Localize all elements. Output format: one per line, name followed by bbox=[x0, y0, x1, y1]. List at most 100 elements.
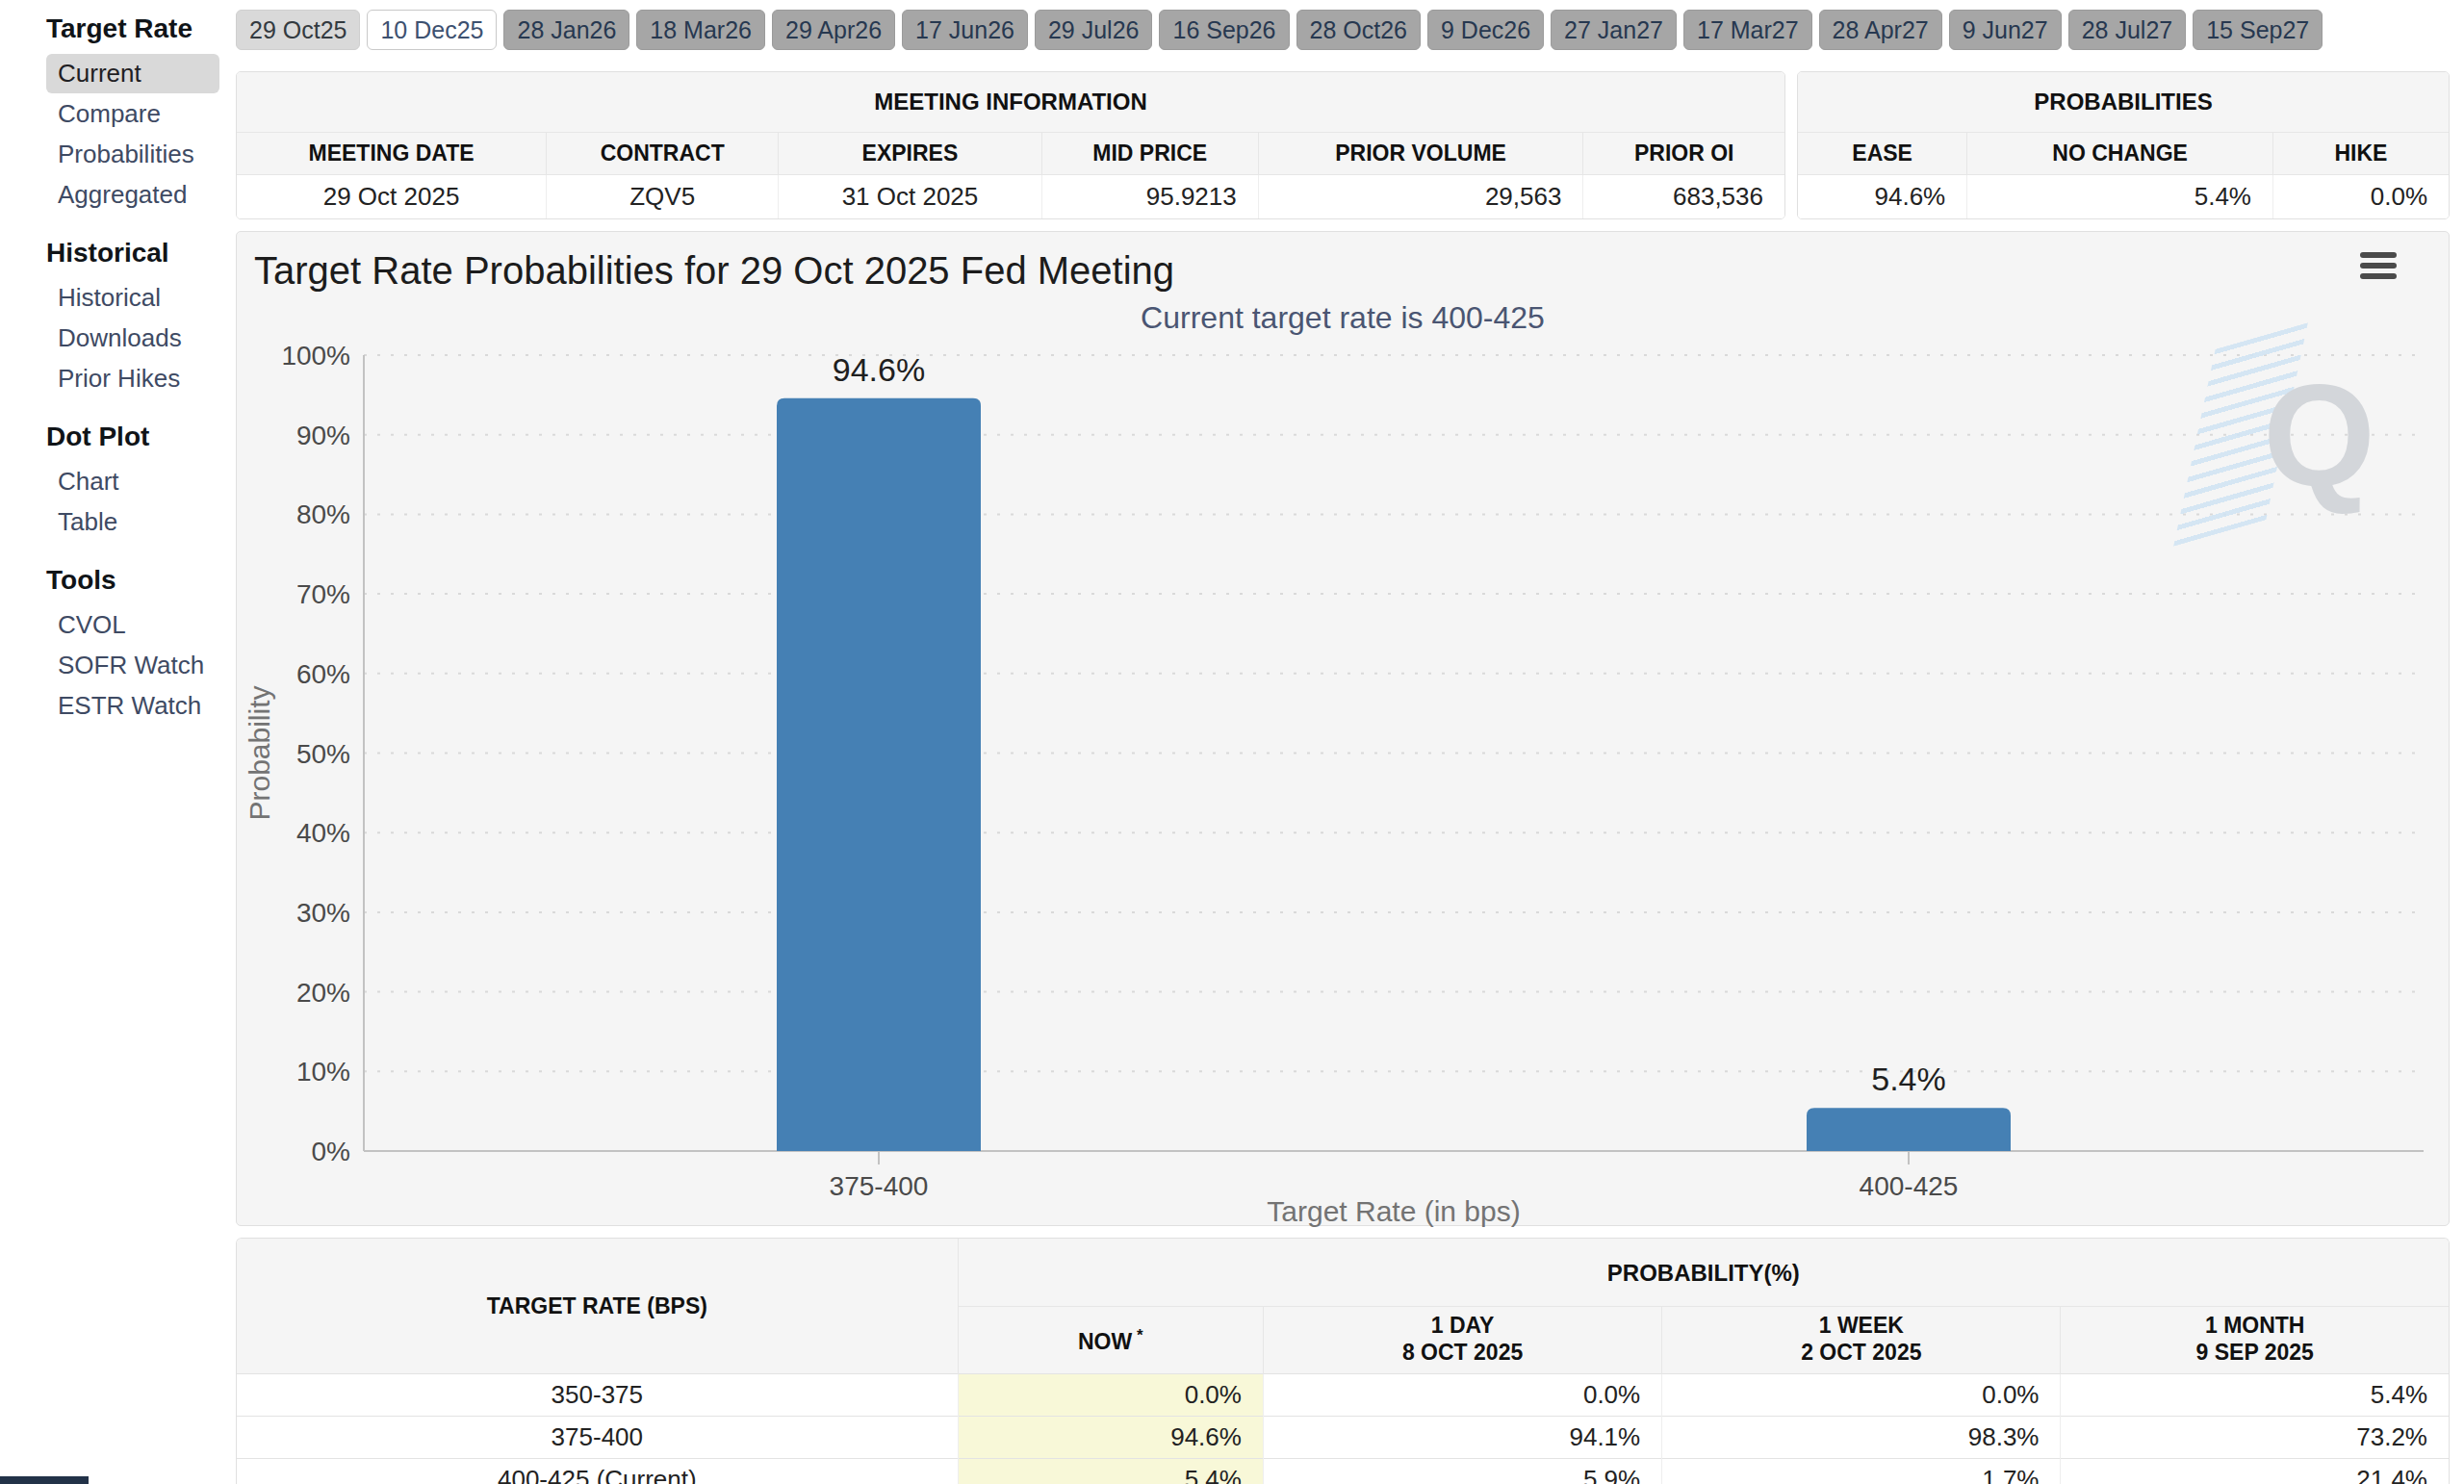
probabilities-title: PROBABILITIES bbox=[1798, 72, 2449, 133]
history-col-now: NOW * bbox=[958, 1307, 1263, 1374]
bottom-edge-artifact bbox=[0, 1476, 89, 1484]
sidebar-item-prior-hikes[interactable]: Prior Hikes bbox=[46, 359, 219, 398]
meeting-info-header-prior-oi: PRIOR OI bbox=[1583, 133, 1784, 175]
nav-section-historical: HistoricalHistoricalDownloadsPrior Hikes bbox=[46, 238, 236, 398]
tab-28-oct26[interactable]: 28 Oct26 bbox=[1296, 10, 1421, 50]
probabilities-panel: PROBABILITIES EASENO CHANGEHIKE 94.6%5.4… bbox=[1797, 71, 2450, 219]
probabilities-value-no-change: 5.4% bbox=[1967, 175, 2273, 219]
tab-17-mar27[interactable]: 17 Mar27 bbox=[1683, 10, 1812, 50]
sidebar-item-compare[interactable]: Compare bbox=[46, 94, 219, 134]
sidebar-item-aggregated[interactable]: Aggregated bbox=[46, 175, 219, 215]
meeting-info-value-expires: 31 Oct 2025 bbox=[779, 175, 1041, 219]
meeting-info-header-mid-price: MID PRICE bbox=[1041, 133, 1258, 175]
tab-29-oct25[interactable]: 29 Oct25 bbox=[236, 10, 360, 50]
history-rate-350-375: 350-375 bbox=[237, 1374, 958, 1417]
nav-section-header-historical: Historical bbox=[46, 238, 236, 269]
history-value-400-425-current-0: 5.4% bbox=[958, 1459, 1263, 1484]
svg-text:Target Rate (in bps): Target Rate (in bps) bbox=[1267, 1195, 1520, 1227]
current-target-rate-annotation: Current target rate is 400-425 bbox=[237, 300, 2449, 336]
tab-16-sep26[interactable]: 16 Sep26 bbox=[1159, 10, 1289, 50]
tab-10-dec25[interactable]: 10 Dec25 bbox=[367, 10, 497, 50]
sidebar-item-cvol[interactable]: CVOL bbox=[46, 605, 219, 645]
svg-text:50%: 50% bbox=[296, 739, 350, 769]
history-col-label-1-week: 1 WEEK bbox=[1819, 1313, 1904, 1338]
svg-text:30%: 30% bbox=[296, 898, 350, 928]
history-value-350-375-2: 0.0% bbox=[1662, 1374, 2061, 1417]
target-rate-bps-header: TARGET RATE (BPS) bbox=[237, 1239, 958, 1374]
svg-text:375-400: 375-400 bbox=[830, 1171, 929, 1201]
meeting-info-value-meeting-date: 29 Oct 2025 bbox=[237, 175, 547, 219]
sidebar-item-current[interactable]: Current bbox=[46, 54, 219, 93]
history-value-375-400-3: 73.2% bbox=[2061, 1417, 2449, 1459]
tab-28-apr27[interactable]: 28 Apr27 bbox=[1819, 10, 1942, 50]
probabilities-header-ease: EASE bbox=[1798, 133, 1967, 175]
meeting-information-title: MEETING INFORMATION bbox=[237, 72, 1784, 133]
svg-text:10%: 10% bbox=[296, 1057, 350, 1087]
probability-history-panel: TARGET RATE (BPS) PROBABILITY(%) NOW *1 … bbox=[236, 1238, 2450, 1484]
meeting-info-header-expires: EXPIRES bbox=[779, 133, 1041, 175]
history-col-label-1-day: 1 DAY bbox=[1431, 1313, 1495, 1338]
sidebar-item-table[interactable]: Table bbox=[46, 502, 219, 542]
nav-section-header-tools: Tools bbox=[46, 565, 236, 596]
sidebar-item-estr-watch[interactable]: ESTR Watch bbox=[46, 686, 219, 726]
tab-9-dec26[interactable]: 9 Dec26 bbox=[1427, 10, 1544, 50]
history-value-375-400-0: 94.6% bbox=[958, 1417, 1263, 1459]
probabilities-header-no-change: NO CHANGE bbox=[1967, 133, 2273, 175]
meeting-info-header-meeting-date: MEETING DATE bbox=[237, 133, 547, 175]
meeting-info-data-row: 29 Oct 2025ZQV531 Oct 202595.921329,5636… bbox=[237, 175, 1784, 219]
sidebar-item-probabilities[interactable]: Probabilities bbox=[46, 135, 219, 174]
tab-9-jun27[interactable]: 9 Jun27 bbox=[1949, 10, 2062, 50]
history-rate-400-425-current: 400-425 (Current) bbox=[237, 1459, 958, 1484]
history-table-body: 350-3750.0%0.0%0.0%5.4%375-40094.6%94.1%… bbox=[237, 1374, 2449, 1484]
probabilities-table: PROBABILITIES EASENO CHANGEHIKE 94.6%5.4… bbox=[1798, 72, 2449, 218]
history-value-400-425-current-1: 5.9% bbox=[1263, 1459, 1661, 1484]
history-row-350-375: 350-3750.0%0.0%0.0%5.4% bbox=[237, 1374, 2449, 1417]
history-col-date-1-day: 8 OCT 2025 bbox=[1402, 1340, 1523, 1365]
meeting-information-table: MEETING INFORMATION MEETING DATECONTRACT… bbox=[237, 72, 1784, 218]
meeting-information-panel: MEETING INFORMATION MEETING DATECONTRACT… bbox=[236, 71, 1785, 219]
history-col-date-1-month: 9 SEP 2025 bbox=[2196, 1340, 2314, 1365]
history-col-label-now: NOW bbox=[1078, 1329, 1132, 1354]
chart-menu-icon[interactable] bbox=[2360, 247, 2397, 284]
tab-27-jan27[interactable]: 27 Jan27 bbox=[1551, 10, 1677, 50]
svg-text:400-425: 400-425 bbox=[1860, 1171, 1959, 1201]
history-value-375-400-2: 98.3% bbox=[1662, 1417, 2061, 1459]
svg-text:Probability: Probability bbox=[244, 685, 275, 820]
svg-text:94.6%: 94.6% bbox=[833, 351, 925, 388]
main-content: 29 Oct2510 Dec2528 Jan2618 Mar2629 Apr26… bbox=[236, 0, 2450, 1484]
history-row-375-400: 375-40094.6%94.1%98.3%73.2% bbox=[237, 1417, 2449, 1459]
meeting-info-value-mid-price: 95.9213 bbox=[1041, 175, 1258, 219]
chart-panel: Target Rate Probabilities for 29 Oct 202… bbox=[236, 231, 2450, 1226]
meeting-info-value-prior-oi: 683,536 bbox=[1583, 175, 1784, 219]
history-row-400-425-current: 400-425 (Current)5.4%5.9%1.7%21.4% bbox=[237, 1459, 2449, 1484]
history-value-350-375-0: 0.0% bbox=[958, 1374, 1263, 1417]
sidebar-item-historical[interactable]: Historical bbox=[46, 278, 219, 318]
meeting-info-value-prior-volume: 29,563 bbox=[1258, 175, 1583, 219]
meeting-info-header-row: MEETING DATECONTRACTEXPIRESMID PRICEPRIO… bbox=[237, 133, 1784, 175]
tab-18-mar26[interactable]: 18 Mar26 bbox=[636, 10, 765, 50]
nav-section-tools: Tools CVOLSOFR WatchESTR Watch bbox=[46, 565, 236, 726]
history-value-400-425-current-2: 1.7% bbox=[1662, 1459, 2061, 1484]
bar-375-400 bbox=[777, 398, 981, 1151]
svg-text:0%: 0% bbox=[312, 1137, 350, 1166]
tab-29-apr26[interactable]: 29 Apr26 bbox=[772, 10, 895, 50]
svg-text:20%: 20% bbox=[296, 978, 350, 1008]
history-col-1-week: 1 WEEK2 OCT 2025 bbox=[1662, 1307, 2061, 1374]
probabilities-value-hike: 0.0% bbox=[2272, 175, 2449, 219]
svg-text:5.4%: 5.4% bbox=[1871, 1061, 1946, 1097]
sidebar-item-downloads[interactable]: Downloads bbox=[46, 319, 219, 358]
tab-28-jul27[interactable]: 28 Jul27 bbox=[2068, 10, 2187, 50]
svg-text:60%: 60% bbox=[296, 659, 350, 689]
tab-28-jan26[interactable]: 28 Jan26 bbox=[503, 10, 629, 50]
svg-text:90%: 90% bbox=[296, 421, 350, 450]
history-value-350-375-1: 0.0% bbox=[1263, 1374, 1661, 1417]
nav-section-header-dot-plot: Dot Plot bbox=[46, 422, 236, 452]
tab-29-jul26[interactable]: 29 Jul26 bbox=[1035, 10, 1153, 50]
probability-bar-chart: 0%10%20%30%40%50%60%70%80%90%100%94.6%37… bbox=[237, 338, 2449, 1233]
tab-17-jun26[interactable]: 17 Jun26 bbox=[902, 10, 1028, 50]
probabilities-header-hike: HIKE bbox=[2272, 133, 2449, 175]
tab-15-sep27[interactable]: 15 Sep27 bbox=[2193, 10, 2323, 50]
sidebar-item-sofr-watch[interactable]: SOFR Watch bbox=[46, 646, 219, 685]
history-col-1-day: 1 DAY8 OCT 2025 bbox=[1263, 1307, 1661, 1374]
sidebar-item-chart[interactable]: Chart bbox=[46, 462, 219, 501]
